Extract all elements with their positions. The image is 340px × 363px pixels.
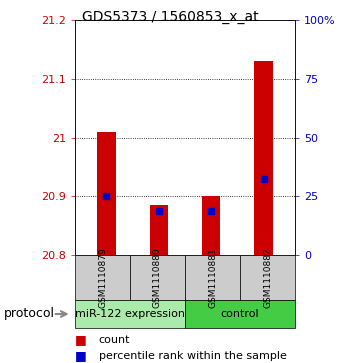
Bar [202, 196, 220, 255]
Text: GSM1110882: GSM1110882 [263, 247, 272, 308]
Text: GSM1110879: GSM1110879 [98, 247, 107, 308]
Bar [254, 61, 273, 255]
Text: ■: ■ [75, 334, 87, 347]
Text: protocol: protocol [3, 307, 54, 321]
Text: GSM1110881: GSM1110881 [208, 247, 217, 308]
Text: GSM1110880: GSM1110880 [153, 247, 162, 308]
Bar [150, 205, 168, 255]
Text: miR-122 expression: miR-122 expression [75, 309, 185, 319]
Text: control: control [221, 309, 259, 319]
Bar [97, 132, 116, 255]
Text: ■: ■ [75, 350, 87, 363]
Text: GDS5373 / 1560853_x_at: GDS5373 / 1560853_x_at [82, 10, 258, 24]
Text: count: count [99, 335, 130, 345]
Text: percentile rank within the sample: percentile rank within the sample [99, 351, 287, 361]
